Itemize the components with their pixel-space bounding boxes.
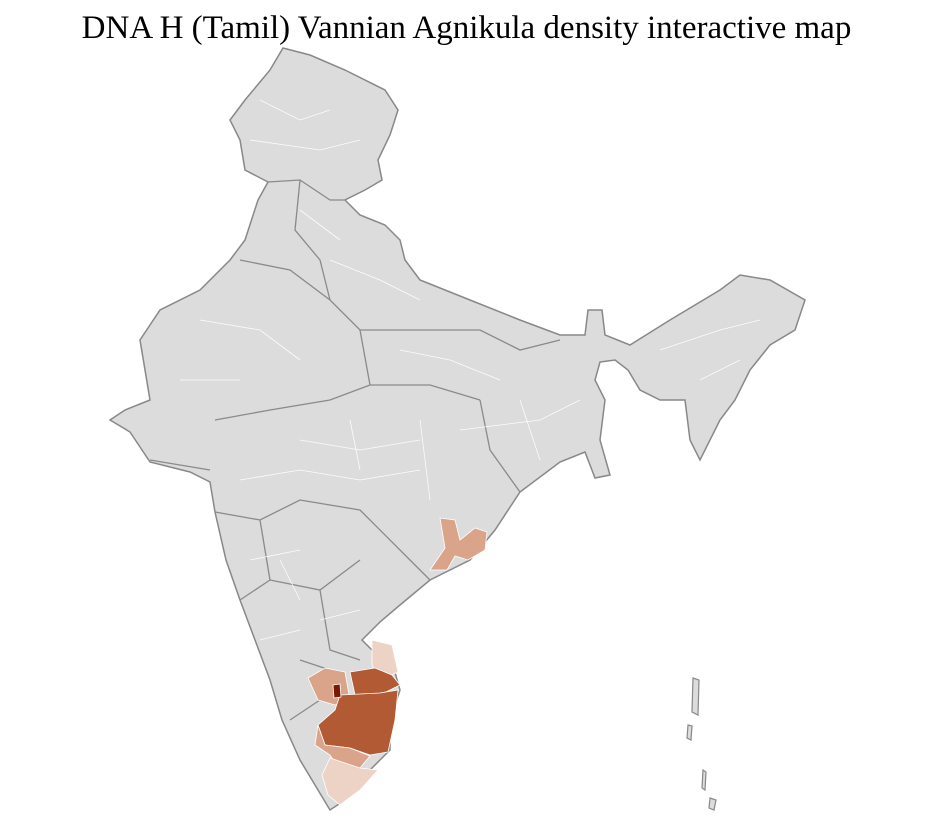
andaman-islands (686, 677, 717, 811)
region-tn-south (321, 757, 379, 806)
state-borders (149, 179, 561, 721)
region-odisha-andhra (429, 517, 488, 571)
region-tn-core (317, 689, 399, 756)
region-dark-hotspot (332, 683, 342, 699)
district-lines (180, 99, 761, 641)
map-title: DNA H (Tamil) Vannian Agnikula density i… (81, 10, 852, 46)
density-regions[interactable] (307, 517, 488, 806)
india-outline[interactable] (108, 47, 806, 812)
